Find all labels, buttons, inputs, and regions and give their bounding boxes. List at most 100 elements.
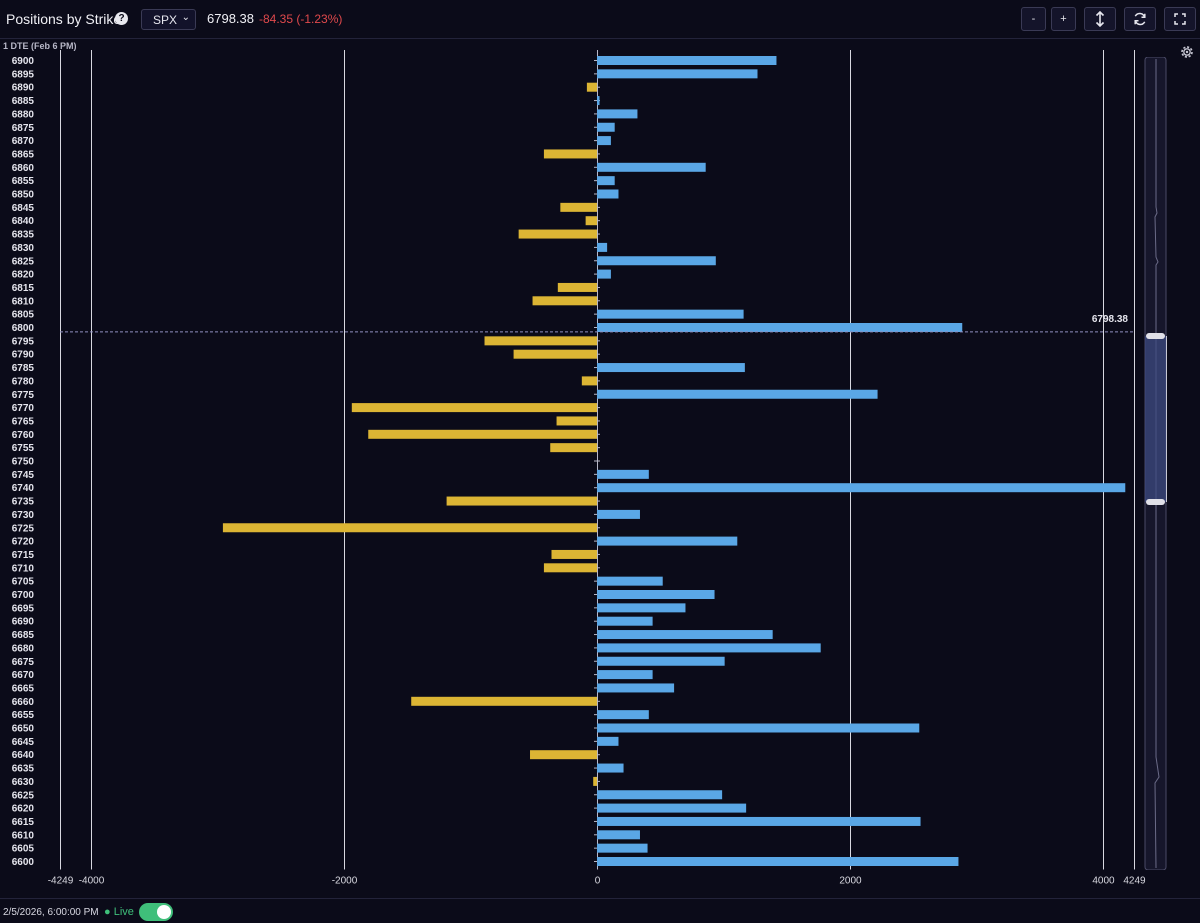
bar	[597, 723, 920, 733]
bar	[597, 656, 725, 666]
strike-label: 6605	[12, 844, 35, 855]
strike-label: 6665	[12, 683, 35, 694]
strike-label: 6805	[12, 310, 35, 321]
bar	[518, 229, 597, 239]
strike-label: 6720	[12, 537, 35, 548]
x-tick-label: -4000	[79, 876, 105, 887]
bar	[597, 710, 649, 720]
bar	[597, 122, 615, 132]
bar	[351, 403, 597, 413]
fit-height-button[interactable]	[1084, 7, 1116, 31]
bar	[597, 576, 663, 586]
status-bar: 2/5/2026, 6:00:00 PM ● Live	[0, 898, 1200, 923]
strike-label: 6770	[12, 403, 35, 414]
strike-labels: 6900 6895 6890 6885 6880 6875 6870 6865 6860 6855…	[12, 56, 35, 868]
bar	[532, 296, 597, 306]
grid-lines	[60, 50, 1135, 870]
strike-label: 6830	[12, 243, 35, 254]
x-axis-labels: -4249 -4000 -2000 0 2000 4000 4249	[48, 876, 1146, 887]
bar	[530, 750, 597, 760]
minimap-handle-bottom[interactable]	[1146, 499, 1165, 505]
strike-label: 6790	[12, 350, 35, 361]
bar	[411, 696, 597, 706]
x-tick-label: -4249	[48, 876, 74, 887]
strike-label: 6740	[12, 483, 35, 494]
minimap-scrollbar[interactable]	[1144, 56, 1168, 871]
bar	[597, 136, 611, 146]
zoom-in-button[interactable]: +	[1051, 7, 1076, 31]
live-toggle[interactable]	[139, 903, 173, 921]
minimap-handle-top[interactable]	[1146, 333, 1165, 339]
bar	[597, 816, 921, 826]
minimap	[1144, 56, 1168, 871]
chevron-down-icon: ⌄	[181, 12, 190, 23]
strike-label: 6760	[12, 430, 35, 441]
strike-label: 6715	[12, 550, 35, 561]
bar	[597, 603, 686, 613]
strike-label: 6675	[12, 657, 35, 668]
strike-label: 6750	[12, 457, 35, 468]
strike-label: 6850	[12, 190, 35, 201]
strike-label: 6680	[12, 643, 35, 654]
strike-label: 6890	[12, 83, 35, 94]
strike-label: 6700	[12, 590, 35, 601]
fullscreen-button[interactable]	[1164, 7, 1196, 31]
zoom-out-button[interactable]: -	[1021, 7, 1046, 31]
x-tick-label: 2000	[839, 876, 862, 887]
refresh-button[interactable]	[1124, 7, 1156, 31]
strike-label: 6600	[12, 857, 35, 868]
ticker-select[interactable]: SPX ⌄	[141, 9, 196, 30]
help-icon[interactable]: ?	[115, 12, 128, 25]
bar	[556, 416, 597, 426]
settings-gear-icon[interactable]	[1179, 44, 1195, 60]
strike-label: 6685	[12, 630, 35, 641]
toolbar: Positions by Strike ? SPX ⌄ 6798.38 -84.…	[0, 0, 1200, 39]
x-tick-label: 0	[595, 876, 601, 887]
strike-label: 6895	[12, 69, 35, 80]
bar	[597, 790, 723, 800]
dte-label: 1 DTE (Feb 6 PM)	[3, 41, 77, 51]
bar	[597, 56, 777, 65]
bar	[597, 109, 638, 119]
current-price-line: 6798.38	[60, 314, 1134, 333]
price-change: -84.35 (-1.23%)	[259, 12, 343, 26]
strike-label: 6625	[12, 790, 35, 801]
bar	[560, 202, 597, 212]
strike-label: 6695	[12, 603, 35, 614]
bar	[593, 776, 597, 786]
strike-label: 6845	[12, 203, 35, 214]
bar	[597, 590, 715, 599]
bar	[597, 857, 959, 866]
minimap-viewport[interactable]	[1145, 336, 1166, 502]
bar	[222, 523, 597, 533]
strike-label: 6710	[12, 563, 35, 574]
bar	[597, 309, 744, 319]
bar	[597, 162, 706, 172]
strike-label: 6645	[12, 737, 35, 748]
strike-label: 6815	[12, 283, 35, 294]
bar	[597, 269, 611, 279]
bar	[597, 670, 653, 680]
bar	[550, 443, 597, 453]
strike-label: 6725	[12, 523, 35, 534]
strike-label: 6635	[12, 764, 35, 775]
strike-label: 6690	[12, 617, 35, 628]
bar	[551, 549, 597, 559]
page-title: Positions by Strike	[6, 11, 122, 27]
bar	[543, 149, 597, 159]
bar	[597, 536, 738, 546]
bar	[597, 176, 615, 186]
bar	[597, 389, 878, 399]
bar	[597, 736, 619, 746]
bar	[597, 189, 619, 199]
x-tick-label: 4249	[1123, 876, 1146, 887]
strike-label: 6860	[12, 163, 35, 174]
bar	[597, 843, 648, 853]
price-display: 6798.38	[207, 11, 254, 26]
strike-label: 6735	[12, 497, 35, 508]
strike-label: 6705	[12, 577, 35, 588]
bar	[597, 616, 653, 626]
bar	[597, 242, 608, 252]
strike-label: 6730	[12, 510, 35, 521]
strike-label: 6615	[12, 817, 35, 828]
